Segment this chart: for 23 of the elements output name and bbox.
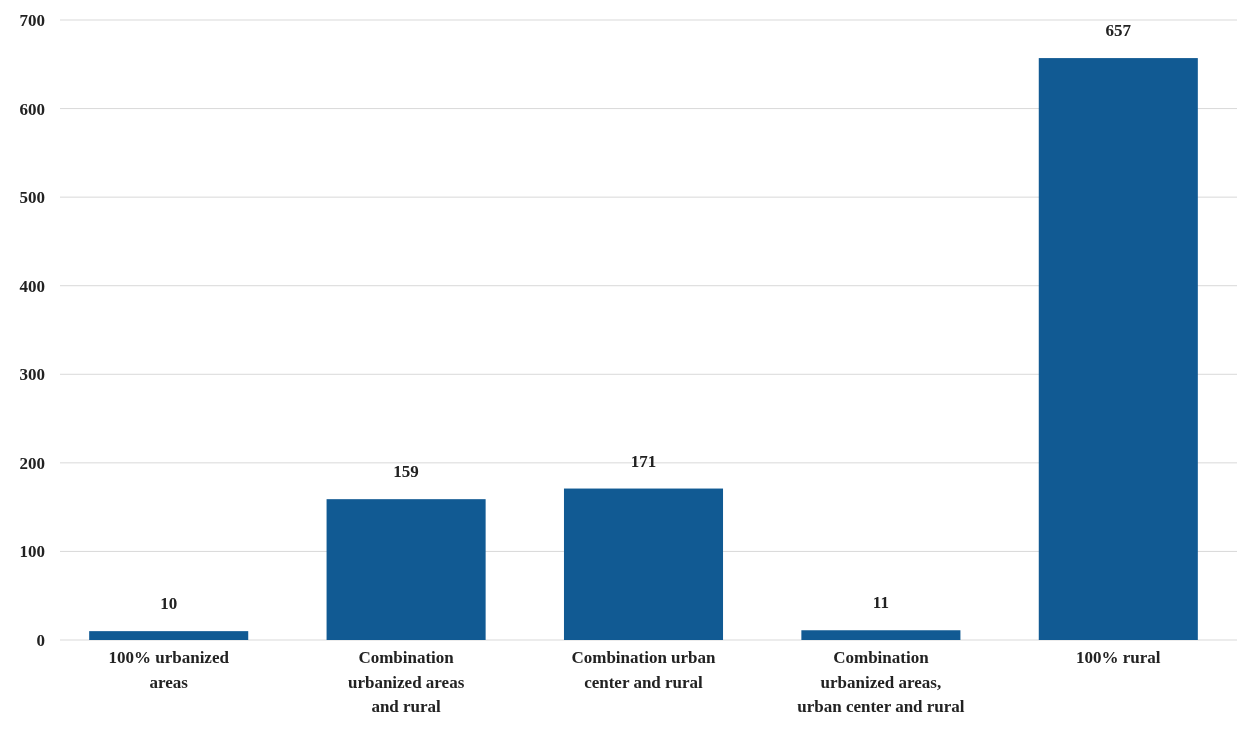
bar <box>89 631 249 640</box>
data-label: 159 <box>393 462 419 482</box>
y-tick-label: 100 <box>19 542 45 562</box>
bar <box>801 630 961 640</box>
y-tick-label: 700 <box>19 10 45 30</box>
x-tick-label: Combination urban center and rural <box>571 648 717 692</box>
x-tick-label: 100% urbanized areas <box>108 648 230 692</box>
data-label: 657 <box>1105 21 1132 41</box>
x-tick-label: 100% rural <box>1076 648 1161 667</box>
y-tick-label: 0 <box>36 630 45 650</box>
bar <box>563 488 724 640</box>
x-tick-label: Combination urbanized areas and rural <box>347 648 465 717</box>
y-tick-label: 500 <box>19 188 45 208</box>
bar <box>326 499 486 640</box>
data-label: 11 <box>872 593 889 613</box>
bar <box>1038 58 1198 640</box>
y-tick-label: 300 <box>19 365 45 385</box>
x-tick-label: Combination urbanized areas, urban center and rural <box>797 648 965 717</box>
data-label: 171 <box>630 451 657 471</box>
y-tick-label: 600 <box>19 99 45 119</box>
data-label: 10 <box>160 594 178 614</box>
y-tick-label: 200 <box>19 453 45 473</box>
y-tick-label: 400 <box>19 276 45 296</box>
